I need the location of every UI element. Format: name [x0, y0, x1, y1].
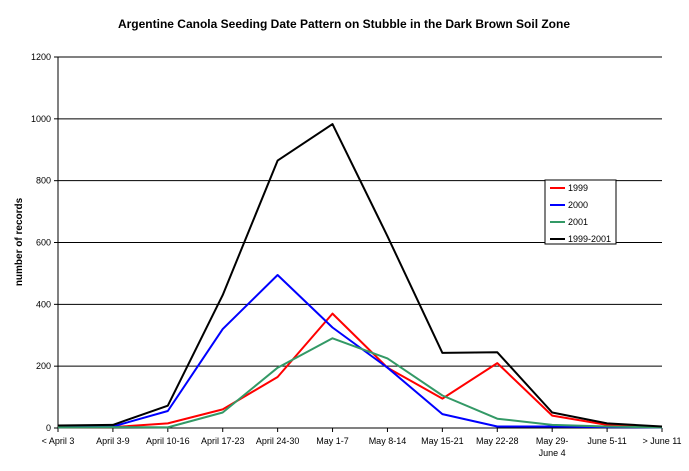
x-tick-label: April 10-16	[146, 436, 190, 446]
y-tick-label: 1200	[31, 52, 51, 62]
x-tick-label: April 24-30	[256, 436, 300, 446]
series-line-1999-2001	[57, 123, 663, 428]
series-lines	[57, 123, 663, 429]
x-tick-label: May 29-June 4	[536, 436, 569, 458]
legend-label-1999: 1999	[568, 183, 588, 193]
x-tick-label: May 1-7	[316, 436, 349, 446]
legend-label-2000: 2000	[568, 200, 588, 210]
legend: 1999 2000 2001 1999-2001	[544, 179, 617, 245]
legend-label-1999-2001: 1999-2001	[568, 234, 611, 244]
series-line-1999	[58, 312, 663, 429]
y-tick-label: 800	[36, 176, 51, 186]
x-tick-labels: < April 3 April 3-9 April 10-16 April 17-23…	[42, 436, 682, 458]
y-tick-label: 0	[46, 423, 51, 433]
x-tick-label: May 8-14	[369, 436, 407, 446]
chart-title: Argentine Canola Seeding Date Pattern on…	[118, 17, 570, 31]
x-tick-label: April 3-9	[96, 436, 130, 446]
y-tick-label: 600	[36, 238, 51, 248]
y-tick-labels: 0 200 400 600 800 1000 1200	[31, 52, 51, 433]
y-axis-label: number of records	[14, 197, 25, 286]
x-tick-label: May 15-21	[421, 436, 464, 446]
y-tick-label: 1000	[31, 114, 51, 124]
series-line-2000	[57, 274, 663, 429]
x-tick-label: April 17-23	[201, 436, 245, 446]
x-tick-label: May 22-28	[476, 436, 519, 446]
x-tick-label: > June 11	[642, 436, 681, 446]
x-tick-label: June 5-11	[587, 436, 626, 446]
x-tick-label: < April 3	[42, 436, 75, 446]
y-tick-label: 200	[36, 361, 51, 371]
y-tick-label: 400	[36, 299, 51, 309]
legend-box	[544, 179, 617, 245]
gridlines	[58, 56, 662, 367]
legend-label-2001: 2001	[568, 217, 588, 227]
series-line-2001	[57, 337, 663, 429]
